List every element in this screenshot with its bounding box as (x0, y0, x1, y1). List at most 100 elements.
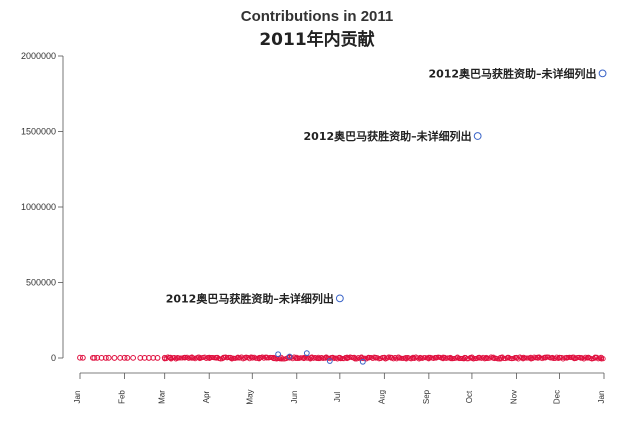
data-points (77, 69, 607, 365)
x-tick-label: Jan (597, 391, 606, 404)
red-point (448, 356, 454, 362)
red-point (298, 355, 304, 361)
red-point (220, 354, 227, 361)
red-point (111, 355, 118, 361)
red-point (395, 354, 402, 361)
red-point (578, 354, 584, 361)
red-point (388, 354, 395, 361)
red-point (256, 354, 263, 361)
red-point (527, 354, 534, 361)
red-point (433, 354, 439, 361)
red-point (189, 354, 195, 361)
red-point (196, 354, 203, 361)
red-point (206, 354, 213, 361)
red-point (242, 354, 248, 361)
red-point (461, 354, 468, 361)
x-tick-label: Aug (377, 390, 386, 404)
red-point (598, 354, 605, 361)
blue-point (326, 358, 333, 364)
x-tick-label: Dec (552, 390, 561, 404)
red-point (249, 354, 256, 361)
red-point (336, 354, 343, 361)
red-point (469, 354, 475, 361)
red-point (121, 354, 128, 361)
red-point (293, 355, 299, 361)
red-point (91, 354, 98, 361)
x-tick-label: Nov (509, 390, 518, 404)
red-point (476, 354, 483, 361)
x-tick-label: Feb (118, 390, 127, 404)
x-tick-label: Apr (202, 390, 211, 403)
red-point (124, 355, 131, 361)
red-point (167, 354, 174, 361)
red-point (549, 354, 556, 361)
red-point (504, 354, 511, 361)
x-tick-label: Jan (73, 391, 82, 404)
y-tick-label: 2000000 (21, 51, 56, 61)
red-point (490, 354, 497, 361)
red-point (556, 354, 563, 361)
red-point (520, 354, 527, 361)
red-point (351, 354, 358, 361)
red-point (213, 354, 220, 361)
point-annotation: 2012奥巴马获胜资助–未详细列出 (428, 66, 596, 80)
red-point (308, 354, 315, 361)
red-point (454, 354, 461, 361)
annotations: 2012奥巴马获胜资助–未详细列出 2012奥巴马获胜资助–未详细列出 2012奥巴… (166, 66, 597, 305)
red-point (277, 356, 283, 362)
chart-subtitle: 2011年内贡献 (259, 29, 374, 50)
red-point (79, 354, 86, 361)
red-point (263, 354, 270, 361)
red-point (102, 354, 109, 361)
x-tick-label: May (245, 389, 254, 404)
blue-point (303, 350, 310, 357)
blue-point (359, 358, 366, 365)
x-tick-label: Oct (465, 390, 474, 403)
red-point (270, 354, 277, 361)
red-point (447, 354, 454, 361)
red-point (381, 354, 388, 361)
red-point (417, 354, 424, 361)
x-axis: Jan Feb Mar Apr May Jun Jul Aug Sep Oct Nov Dec Jan (73, 372, 606, 405)
red-point (574, 354, 581, 361)
red-point (550, 355, 557, 362)
red-point (440, 354, 447, 361)
red-point (352, 356, 358, 362)
red-point (410, 354, 416, 361)
red-point (402, 354, 409, 361)
x-tick-label: Jul (333, 392, 342, 402)
red-point (344, 354, 350, 361)
red-point (154, 355, 161, 361)
red-point (253, 355, 259, 361)
red-point (513, 354, 520, 361)
blue-point (335, 294, 344, 303)
red-point (293, 354, 300, 361)
red-point (315, 354, 322, 361)
red-point (338, 356, 344, 362)
y-axis: 0 500000 1000000 1500000 2000000 (21, 51, 64, 363)
red-point (174, 354, 181, 361)
red-point (105, 354, 112, 361)
x-tick-label: Sep (422, 389, 431, 404)
red-point (130, 354, 137, 361)
x-tick-label: Mar (158, 390, 167, 404)
red-point (294, 355, 301, 361)
red-point (301, 354, 307, 361)
red-point (483, 354, 490, 361)
red-point (329, 354, 336, 361)
red-point (181, 354, 188, 361)
y-tick-label: 500000 (26, 278, 56, 288)
red-point (425, 354, 432, 361)
red-point (278, 354, 284, 361)
y-tick-label: 1500000 (21, 127, 56, 137)
red-point (161, 354, 168, 361)
red-point (497, 354, 504, 361)
red-point (372, 354, 379, 361)
red-point (357, 356, 363, 362)
blue-point (275, 351, 282, 358)
red-point (397, 355, 403, 361)
point-annotation: 2012奥巴马获胜资助–未详细列出 (166, 291, 334, 305)
blue-point (598, 69, 607, 78)
red-point (542, 354, 549, 361)
